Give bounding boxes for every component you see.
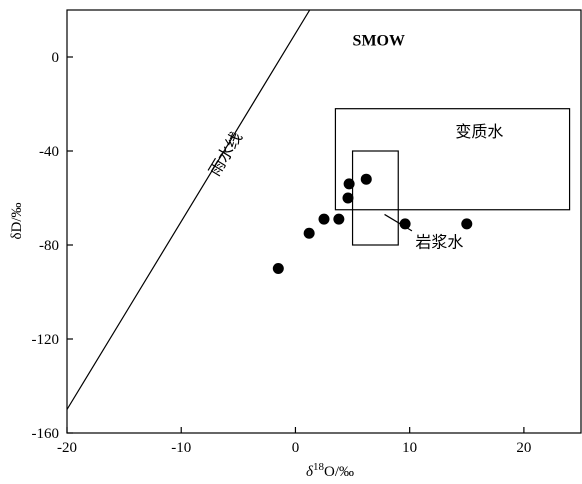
x-tick-label: 0 <box>292 440 300 456</box>
data-point <box>461 218 473 230</box>
x-tick-label: 20 <box>516 440 531 456</box>
y-tick-label: -40 <box>39 144 59 160</box>
y-tick-label: -120 <box>32 332 60 348</box>
smow-label: SMOW <box>353 32 405 49</box>
data-point <box>318 213 330 225</box>
x-tick-label: -20 <box>57 440 77 456</box>
magmatic-water-leader <box>384 213 413 232</box>
x-tick-label: 10 <box>402 440 417 456</box>
x-axis-label-delta: δ <box>306 464 314 480</box>
y-tick-label: 0 <box>52 50 60 66</box>
x-axis: -20 -10 0 10 20 <box>57 427 531 456</box>
water-field-label: 岩浆水 <box>415 232 463 251</box>
data-point <box>399 218 411 230</box>
data-point <box>333 213 345 225</box>
water-field-label: 变质水 <box>455 122 503 141</box>
meteoric-water-line <box>67 10 311 410</box>
data-point <box>272 263 284 274</box>
x-axis-label-sup: 18 <box>313 461 325 473</box>
data-point <box>342 192 354 204</box>
y-axis-label: δD/‰ <box>9 202 25 239</box>
data-point <box>303 227 315 239</box>
plot-frame <box>66 9 582 434</box>
x-axis-label-rest: O/‰ <box>324 464 354 480</box>
x-axis-label: δ18O/‰ <box>306 461 354 480</box>
meteoric-water-line-label: 雨水线 <box>205 128 246 179</box>
data-point <box>360 173 372 185</box>
data-point <box>343 178 355 190</box>
y-tick-label: -160 <box>32 426 60 442</box>
plot-area <box>67 10 571 410</box>
water-field-box <box>334 108 571 211</box>
x-tick-label: -10 <box>171 440 191 456</box>
y-tick-label: -80 <box>39 238 59 254</box>
water-field-box <box>351 150 399 246</box>
y-axis: 0 -40 -80 -120 -160 <box>32 50 73 442</box>
